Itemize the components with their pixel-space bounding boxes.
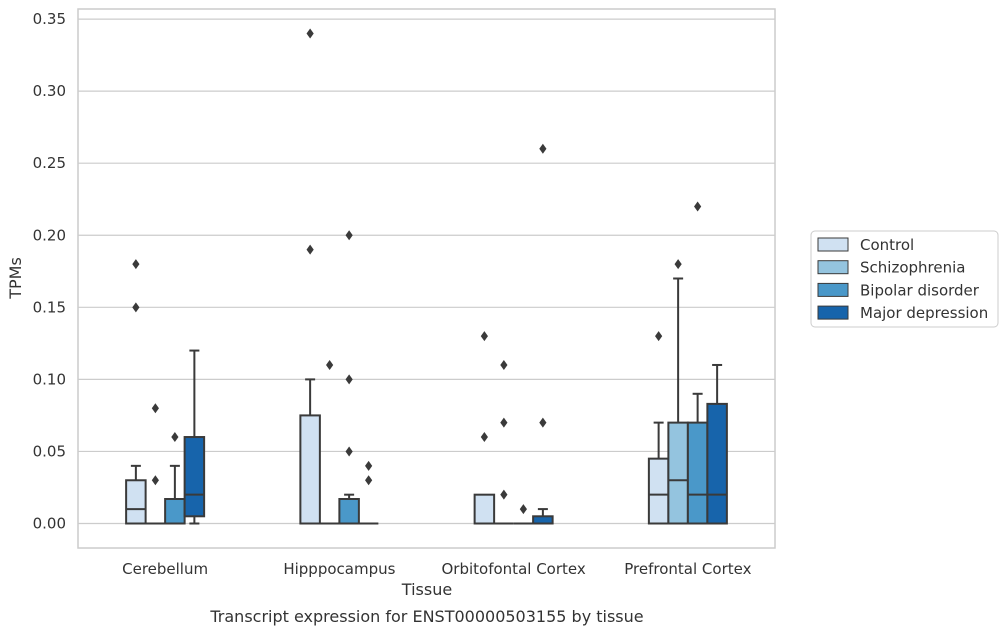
box-body bbox=[125, 479, 147, 525]
box-control bbox=[647, 331, 670, 525]
box-body bbox=[299, 414, 321, 525]
outlier-point bbox=[480, 432, 488, 443]
outlier-point bbox=[132, 259, 140, 270]
box-body bbox=[338, 498, 360, 525]
box-bipolar-disorder bbox=[164, 432, 186, 525]
outlier-point bbox=[365, 460, 373, 471]
outlier-point bbox=[306, 244, 314, 255]
outlier-point bbox=[519, 504, 527, 515]
outlier-point bbox=[326, 359, 334, 370]
x-axis-ticks: Cerebellum Hipppocampus Orbitofontal Corte… bbox=[122, 560, 751, 578]
x-tick-label: Prefrontal Cortex bbox=[624, 560, 751, 578]
box-control bbox=[299, 28, 321, 525]
y-axis-ticks: 0.00 0.05 0.10 0.15 0.20 0.25 0.30 0.35 bbox=[33, 10, 66, 532]
y-tick-label: 0.30 bbox=[33, 82, 66, 100]
legend-entry: Bipolar disorder bbox=[860, 281, 980, 299]
box-major-depression bbox=[358, 460, 379, 525]
box-body bbox=[164, 498, 186, 525]
outlier-point bbox=[500, 489, 508, 500]
outlier-point bbox=[694, 201, 702, 212]
outlier-point bbox=[306, 28, 314, 39]
box-schizophrenia bbox=[494, 359, 514, 525]
y-tick-label: 0.20 bbox=[33, 226, 66, 244]
box-schizophrenia bbox=[145, 403, 166, 525]
outlier-point bbox=[151, 403, 159, 414]
legend-box bbox=[810, 230, 999, 328]
legend-entry: Schizophrenia bbox=[860, 259, 965, 277]
box-control bbox=[125, 259, 147, 525]
outlier-point bbox=[674, 259, 682, 270]
x-tick-label: Cerebellum bbox=[122, 560, 208, 578]
box-plot-marks bbox=[125, 28, 728, 525]
outlier-point bbox=[345, 446, 353, 457]
box-schizophrenia bbox=[667, 259, 689, 525]
y-tick-label: 0.00 bbox=[33, 515, 66, 533]
box-major-depression bbox=[532, 143, 554, 525]
outlier-point bbox=[480, 331, 488, 342]
legend-entry: Major depression bbox=[860, 304, 988, 322]
legend-entry: Control bbox=[860, 236, 914, 254]
box-body bbox=[686, 421, 709, 525]
outlier-point bbox=[655, 331, 663, 342]
outlier-point bbox=[539, 143, 547, 154]
box-body bbox=[183, 436, 206, 518]
box-body bbox=[706, 402, 728, 525]
outlier-point bbox=[345, 230, 353, 241]
outlier-point bbox=[132, 302, 140, 313]
legend: Control Schizophrenia Bipolar disorder Majo… bbox=[810, 230, 999, 328]
outlier-point bbox=[151, 475, 159, 486]
y-tick-label: 0.10 bbox=[33, 370, 66, 388]
y-tick-label: 0.05 bbox=[33, 442, 66, 460]
box-bipolar-disorder bbox=[686, 201, 709, 525]
legend-swatch bbox=[817, 305, 849, 320]
x-tick-label: Hipppocampus bbox=[283, 560, 395, 578]
box-bipolar-disorder bbox=[513, 504, 534, 525]
box-major-depression bbox=[183, 349, 206, 525]
box-bipolar-disorder bbox=[338, 230, 360, 525]
box-major-depression bbox=[706, 363, 728, 525]
outlier-point bbox=[500, 417, 508, 428]
plot-frame bbox=[77, 8, 776, 549]
outlier-point bbox=[345, 374, 353, 385]
box-body bbox=[532, 515, 554, 525]
outlier-point bbox=[539, 417, 547, 428]
y-axis-label: TPMs bbox=[6, 257, 25, 300]
legend-swatch bbox=[817, 260, 849, 275]
legend-swatch bbox=[817, 237, 849, 252]
y-tick-label: 0.35 bbox=[33, 10, 66, 28]
box-body bbox=[647, 457, 670, 525]
box-schizophrenia bbox=[319, 359, 340, 525]
legend-swatch bbox=[817, 282, 849, 297]
outlier-point bbox=[365, 475, 373, 486]
chart-caption: Transcript expression for ENST0000050315… bbox=[209, 607, 643, 626]
box-body bbox=[473, 493, 496, 525]
box-control bbox=[473, 331, 496, 525]
box-body bbox=[667, 421, 689, 525]
y-tick-label: 0.15 bbox=[33, 298, 66, 316]
x-tick-label: Orbitofontal Cortex bbox=[442, 560, 586, 578]
y-tick-label: 0.25 bbox=[33, 154, 66, 172]
x-axis-label: Tissue bbox=[401, 580, 452, 599]
outlier-point bbox=[500, 359, 508, 370]
outlier-point bbox=[171, 432, 179, 443]
